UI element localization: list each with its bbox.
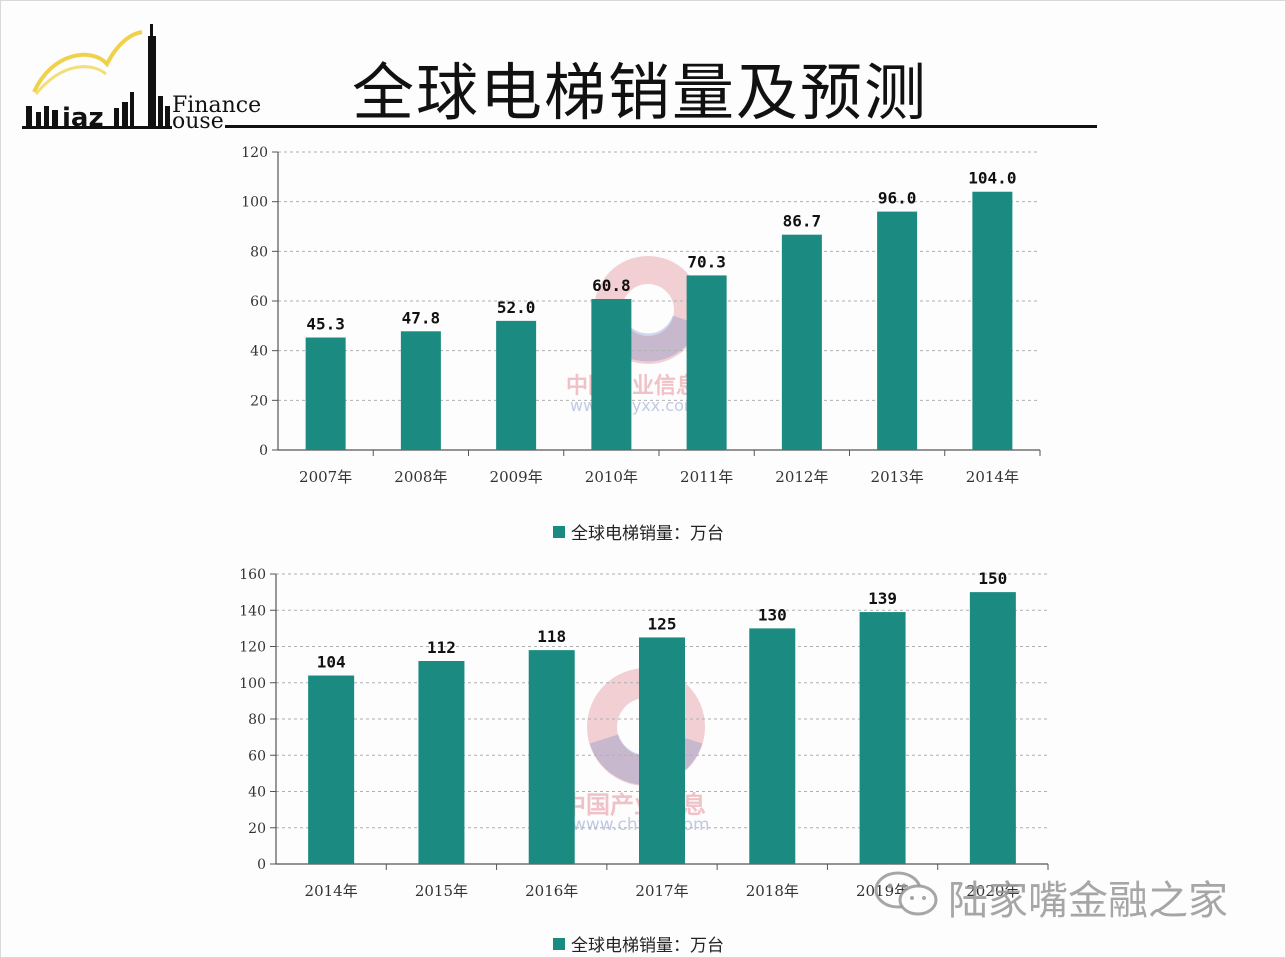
- x-tick-label: 2015年: [415, 882, 468, 900]
- data-label: 47.8: [402, 308, 441, 327]
- y-tick-label: 40: [248, 785, 266, 801]
- wechat-watermark-text: 陆家嘴金融之家: [948, 878, 1228, 924]
- bar: [877, 211, 918, 450]
- bar: [686, 275, 727, 450]
- title-divider: [225, 125, 1097, 128]
- data-label: 96.0: [878, 189, 917, 208]
- y-tick-label: 160: [239, 567, 266, 583]
- x-tick-label: 2008年: [394, 468, 447, 486]
- data-label: 118: [537, 627, 566, 646]
- x-tick-label: 2014年: [966, 468, 1019, 486]
- y-tick-label: 20: [248, 821, 266, 837]
- data-label: 52.0: [497, 298, 536, 317]
- bar: [528, 650, 575, 864]
- y-tick-label: 0: [259, 443, 268, 459]
- bar: [591, 299, 632, 450]
- y-tick-label: 60: [248, 748, 266, 764]
- data-label: 70.3: [687, 252, 726, 271]
- data-label: 112: [427, 638, 456, 657]
- legend-label: 全球电梯销量：万台: [571, 524, 724, 544]
- x-tick-label: 2012年: [775, 468, 828, 486]
- bar: [749, 628, 796, 864]
- x-tick-label: 2013年: [871, 468, 924, 486]
- wechat-icon: [874, 871, 938, 916]
- bar: [400, 331, 441, 450]
- data-label: 104: [317, 653, 346, 672]
- bar: [639, 637, 685, 864]
- legend-swatch: [553, 526, 565, 538]
- data-label: 125: [648, 614, 677, 633]
- bar: [496, 320, 537, 450]
- data-label: 139: [868, 589, 897, 608]
- data-label: 86.7: [783, 212, 822, 231]
- y-tick-label: 140: [239, 603, 266, 619]
- x-tick-label: 2016年: [525, 882, 578, 900]
- y-tick-label: 100: [239, 676, 266, 692]
- bar: [969, 592, 1016, 864]
- bar: [859, 612, 906, 864]
- data-label: 130: [758, 605, 787, 624]
- y-tick-label: 100: [241, 195, 268, 211]
- data-label: 45.3: [306, 315, 345, 334]
- page-title: 全球电梯销量及预测: [352, 56, 929, 129]
- y-tick-label: 80: [250, 244, 268, 260]
- x-tick-label: 2009年: [490, 468, 543, 486]
- legend-swatch: [553, 938, 565, 950]
- x-tick-label: 2018年: [746, 882, 799, 900]
- x-tick-label: 2014年: [305, 882, 358, 900]
- data-label: 150: [978, 569, 1007, 588]
- bar: [308, 675, 355, 864]
- y-tick-label: 120: [241, 145, 268, 161]
- y-tick-label: 80: [248, 712, 266, 728]
- y-tick-label: 40: [250, 344, 268, 360]
- x-tick-label: 2019年: [856, 882, 909, 900]
- y-tick-label: 60: [250, 294, 268, 310]
- bar: [781, 234, 822, 450]
- y-tick-label: 20: [250, 393, 268, 409]
- bar: [418, 661, 465, 864]
- x-tick-label: 2007年: [299, 468, 352, 486]
- wechat-watermark: 陆家嘴金融之家: [870, 866, 1270, 924]
- y-tick-label: 120: [239, 640, 266, 656]
- x-tick-label: 2010年: [585, 468, 638, 486]
- x-tick-label: 2017年: [635, 882, 688, 900]
- x-tick-label: 2020年: [966, 882, 1019, 900]
- lujiazui-logo: iaz Finance ouse: [22, 24, 261, 132]
- logo-word2: ouse: [172, 109, 224, 132]
- data-label: 104.0: [968, 169, 1016, 188]
- x-tick-label: 2011年: [680, 468, 733, 486]
- y-tick-label: 0: [257, 857, 266, 873]
- bar: [972, 191, 1013, 450]
- legend-label: 全球电梯销量：万台: [571, 936, 724, 956]
- data-label: 60.8: [592, 276, 631, 295]
- logo-word: Finance: [172, 93, 261, 118]
- bar: [305, 337, 346, 450]
